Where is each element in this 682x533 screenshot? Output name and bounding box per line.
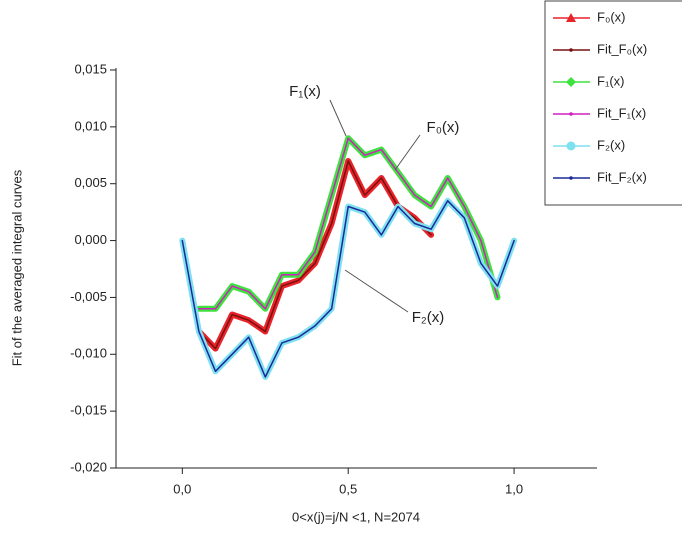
x-tick-label: 1,0 [505,481,523,496]
legend-marker [569,176,573,180]
legend-marker [566,141,576,151]
annotation-arrow [329,99,347,137]
y-axis-title: Fit of the averaged integral curves [9,169,24,366]
x-axis-title: 0<x(j)=j/N <1, N=2074 [292,509,420,524]
annotation: F₁(x) [289,83,321,100]
legend-label: Fit_F₂(x) [597,169,647,184]
annotation-arrow [344,269,409,313]
y-tick-label: -0,015 [70,403,107,418]
series-line [198,137,499,310]
annotation: F₂(x) [412,309,444,326]
series-line [181,200,515,378]
x-tick-label: 0,0 [173,481,191,496]
legend-marker [566,13,576,22]
legend-marker [569,48,573,52]
y-tick-label: -0,005 [70,289,107,304]
x-tick-label: 0,5 [339,481,357,496]
legend-marker [566,77,576,87]
legend-label: F₀(x) [597,9,626,24]
y-tick-label: 0,000 [74,232,107,247]
y-tick-label: -0,010 [70,346,107,361]
legend-label: F₁(x) [597,73,625,88]
annotation-arrow [394,134,421,171]
annotation: F₀(x) [427,119,460,136]
legend: F₀(x) Fit_F₀(x) F₁(x) Fit_F₁(x) F₂(x) Fit_F₂(… [553,9,647,184]
legend-label: Fit_F₁(x) [597,105,646,120]
legend-box [544,0,682,206]
y-tick-label: -0,020 [70,459,107,474]
legend-marker [569,112,573,116]
legend-label: Fit_F₀(x) [597,41,647,56]
y-tick-label: 0,005 [74,175,107,190]
series-line [198,160,432,350]
legend-label: F₂(x) [597,137,625,152]
y-tick-label: 0,015 [74,61,107,76]
plot: -0,020 -0,015 -0,010 -0,005 0,000 0,005 0,010 0… [70,61,597,496]
y-tick-label: 0,010 [74,118,107,133]
